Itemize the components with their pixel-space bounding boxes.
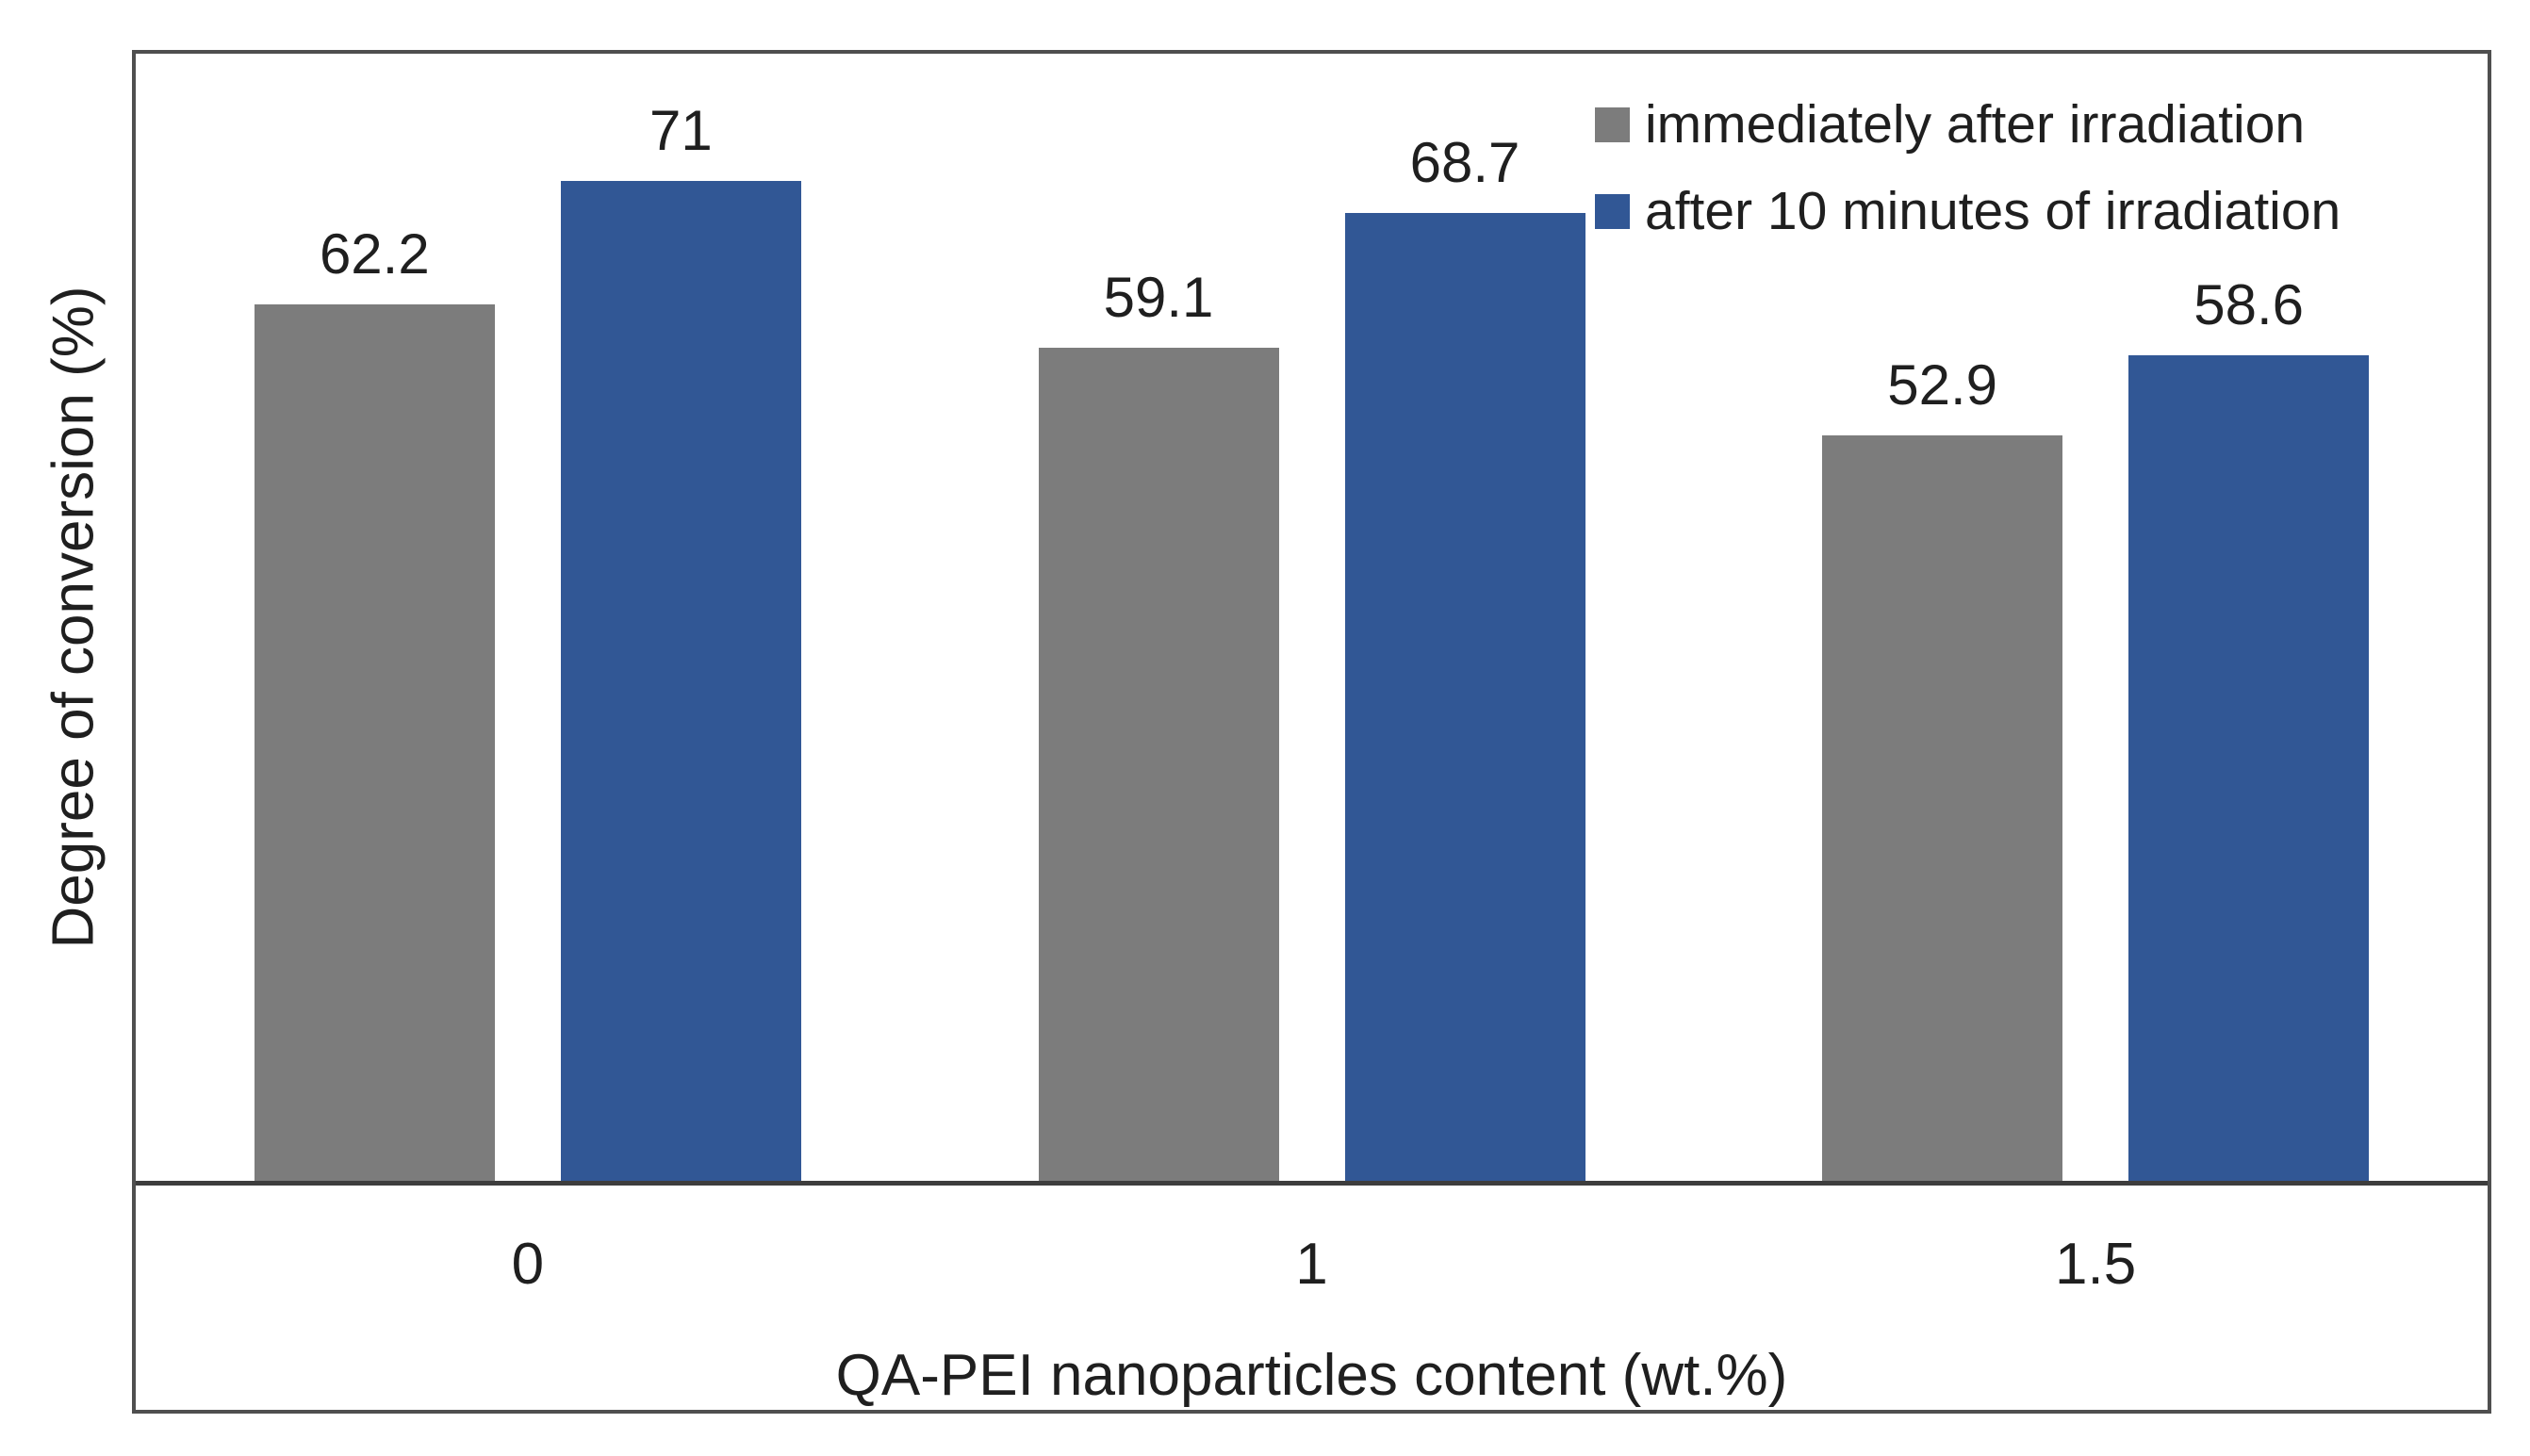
bar-value-label: 68.7 [1409,131,1520,194]
x-axis-title: QA-PEI nanoparticles content (wt.%) [835,1343,1788,1408]
legend-item: after 10 minutes of irradiation [1595,178,2341,244]
bar-value-label: 52.9 [1887,353,1998,417]
bar-value-label: 62.2 [319,222,430,286]
bar [2128,355,2370,1181]
bar [560,181,801,1181]
plot-area: immediately after irradiation after 10 m… [136,54,2488,1186]
x-tick-label: 0 [511,1232,545,1297]
legend-label: immediately after irradiation [1645,94,2306,155]
bar-value-label: 59.1 [1103,266,1214,329]
chart-frame: immediately after irradiation after 10 m… [132,50,2491,1414]
legend: immediately after irradiation after 10 m… [1595,91,2341,265]
legend-swatch-gray-icon [1595,106,1630,142]
legend-item: immediately after irradiation [1595,91,2341,157]
x-axis-line [136,1181,2488,1186]
y-axis-title: Degree of conversion (%) [41,286,107,949]
x-tick-label: 1.5 [2055,1232,2137,1297]
legend-swatch-blue-icon [1595,193,1630,229]
bar [1344,213,1585,1181]
bar [1038,348,1279,1181]
x-tick-label: 1 [1295,1232,1328,1297]
bar-value-label: 58.6 [2193,273,2305,336]
legend-label: after 10 minutes of irradiation [1645,181,2341,241]
bar [1822,435,2063,1181]
bar [254,304,495,1181]
bar-value-label: 71 [649,99,713,162]
